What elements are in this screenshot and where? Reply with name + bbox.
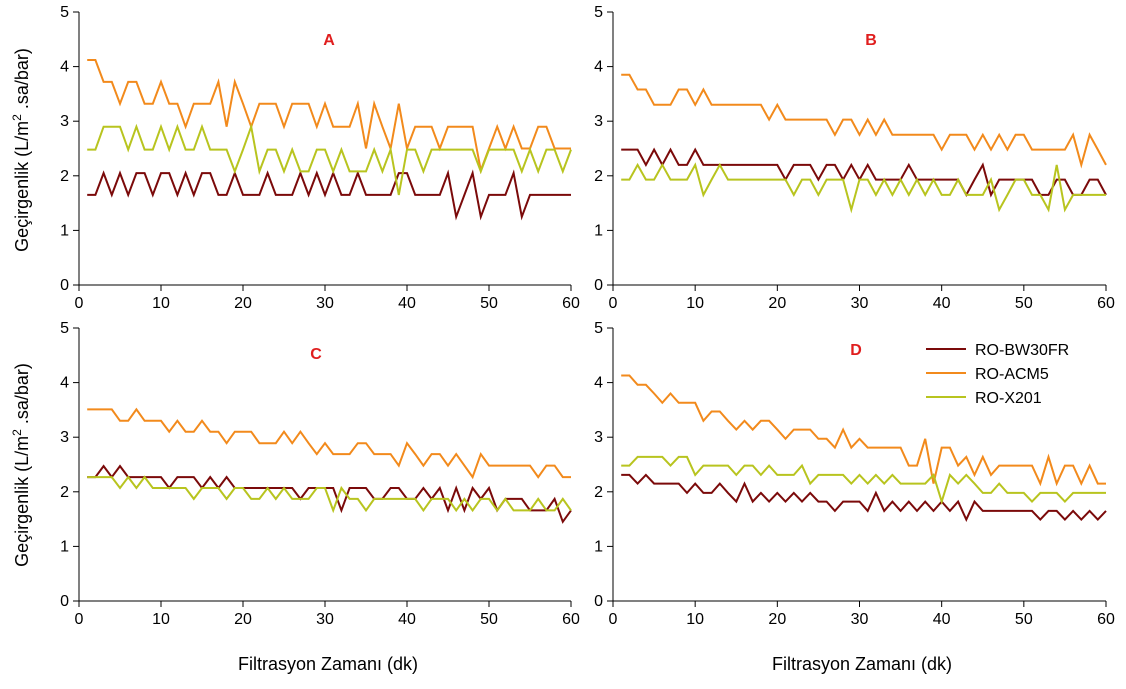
y-axis-title-sup: 2 xyxy=(10,429,24,436)
y-tick-label-d-2: 2 xyxy=(594,484,603,501)
series-b-ro-acm5 xyxy=(621,73,1107,169)
x-tick-label-d-10: 10 xyxy=(686,611,704,628)
y-tick-label-c-1: 1 xyxy=(60,538,69,555)
panel-label-b: B xyxy=(865,32,877,49)
x-tick-label-c-10: 10 xyxy=(152,611,170,628)
y-tick-label-d-3: 3 xyxy=(594,429,603,446)
series-a-ro-bw30fr xyxy=(87,169,571,221)
panel-label-a: A xyxy=(323,32,335,49)
series-a-ro-acm5 xyxy=(87,59,571,174)
y-tick-label-b-3: 3 xyxy=(594,113,603,130)
series-d-ro-acm5 xyxy=(621,374,1106,487)
legend-label-ro-acm5: RO-ACM5 xyxy=(975,366,1049,383)
x-tick-label-a-0: 0 xyxy=(75,295,84,312)
y-tick-label-a-3: 3 xyxy=(60,113,69,130)
x-axis-title-right: Filtrasyon Zamanı (dk) xyxy=(772,654,952,674)
y-axis-title-bottom: Geçirgenlik (L/m2 .sa/bar) xyxy=(10,363,32,567)
x-tick-label-a-20: 20 xyxy=(234,295,252,312)
legend: RO-BW30FR RO-ACM5 RO-X201 xyxy=(926,342,1069,407)
y-tick-label-c-0: 0 xyxy=(60,593,69,610)
y-tick-label-b-0: 0 xyxy=(594,277,603,294)
x-tick-label-b-60: 60 xyxy=(1097,295,1115,312)
legend-label-ro-bw30fr: RO-BW30FR xyxy=(975,342,1069,359)
x-tick-label-b-50: 50 xyxy=(1015,295,1033,312)
x-tick-label-b-40: 40 xyxy=(933,295,951,312)
y-tick-label-c-3: 3 xyxy=(60,429,69,446)
x-tick-label-a-50: 50 xyxy=(480,295,498,312)
x-axis-title-left: Filtrasyon Zamanı (dk) xyxy=(238,654,418,674)
y-tick-label-a-4: 4 xyxy=(60,59,69,76)
y-tick-label-b-2: 2 xyxy=(594,168,603,185)
y-tick-label-d-4: 4 xyxy=(594,375,603,392)
y-tick-label-c-4: 4 xyxy=(60,375,69,392)
legend-label-ro-x201: RO-X201 xyxy=(975,390,1042,407)
y-tick-label-b-4: 4 xyxy=(594,59,603,76)
panel-label-d: D xyxy=(850,342,862,359)
y-axis-title-suffix: .sa/bar) xyxy=(12,363,32,429)
y-tick-label-d-1: 1 xyxy=(594,538,603,555)
series-b-ro-x201 xyxy=(621,162,1106,214)
y-axis-title-suffix: .sa/bar) xyxy=(12,48,32,114)
y-tick-label-a-2: 2 xyxy=(60,168,69,185)
x-tick-label-c-30: 30 xyxy=(316,611,334,628)
series-c-ro-bw30fr xyxy=(87,464,572,524)
x-tick-label-c-40: 40 xyxy=(398,611,416,628)
x-tick-label-d-0: 0 xyxy=(609,611,618,628)
y-axis-title-top: Geçirgenlik (L/m2 .sa/bar) xyxy=(10,48,32,252)
series-d-ro-bw30fr xyxy=(621,473,1107,523)
x-tick-label-a-30: 30 xyxy=(316,295,334,312)
x-tick-label-d-50: 50 xyxy=(1015,611,1033,628)
x-tick-label-d-30: 30 xyxy=(851,611,869,628)
y-tick-label-c-5: 5 xyxy=(60,320,69,337)
y-tick-label-c-2: 2 xyxy=(60,484,69,501)
x-tick-label-d-60: 60 xyxy=(1097,611,1115,628)
series-d-ro-x201 xyxy=(621,455,1106,506)
x-tick-label-c-0: 0 xyxy=(75,611,84,628)
x-tick-label-c-20: 20 xyxy=(234,611,252,628)
x-tick-label-a-10: 10 xyxy=(152,295,170,312)
y-tick-label-a-0: 0 xyxy=(60,277,69,294)
x-tick-label-a-60: 60 xyxy=(562,295,580,312)
y-tick-label-a-5: 5 xyxy=(60,4,69,21)
x-tick-label-b-10: 10 xyxy=(686,295,704,312)
x-tick-label-d-20: 20 xyxy=(768,611,786,628)
y-axis-title-sup: 2 xyxy=(10,114,24,121)
series-c-ro-x201 xyxy=(87,475,572,514)
series-b-ro-bw30fr xyxy=(621,147,1107,198)
x-tick-label-b-0: 0 xyxy=(609,295,618,312)
y-tick-label-b-1: 1 xyxy=(594,222,603,239)
y-axis-title-prefix: Geçirgenlik (L/m xyxy=(12,436,32,567)
panel-label-c: C xyxy=(310,346,322,363)
series-c-ro-acm5 xyxy=(87,407,571,480)
y-tick-label-d-0: 0 xyxy=(594,593,603,610)
x-tick-label-b-30: 30 xyxy=(851,295,869,312)
x-tick-label-c-60: 60 xyxy=(562,611,580,628)
x-tick-label-d-40: 40 xyxy=(933,611,951,628)
x-tick-label-b-20: 20 xyxy=(768,295,786,312)
series-a-ro-x201 xyxy=(87,122,572,196)
x-tick-label-c-50: 50 xyxy=(480,611,498,628)
x-tick-label-a-40: 40 xyxy=(398,295,416,312)
y-tick-label-b-5: 5 xyxy=(594,4,603,21)
y-tick-label-a-1: 1 xyxy=(60,222,69,239)
y-tick-label-d-5: 5 xyxy=(594,320,603,337)
y-axis-title-prefix: Geçirgenlik (L/m xyxy=(12,121,32,252)
